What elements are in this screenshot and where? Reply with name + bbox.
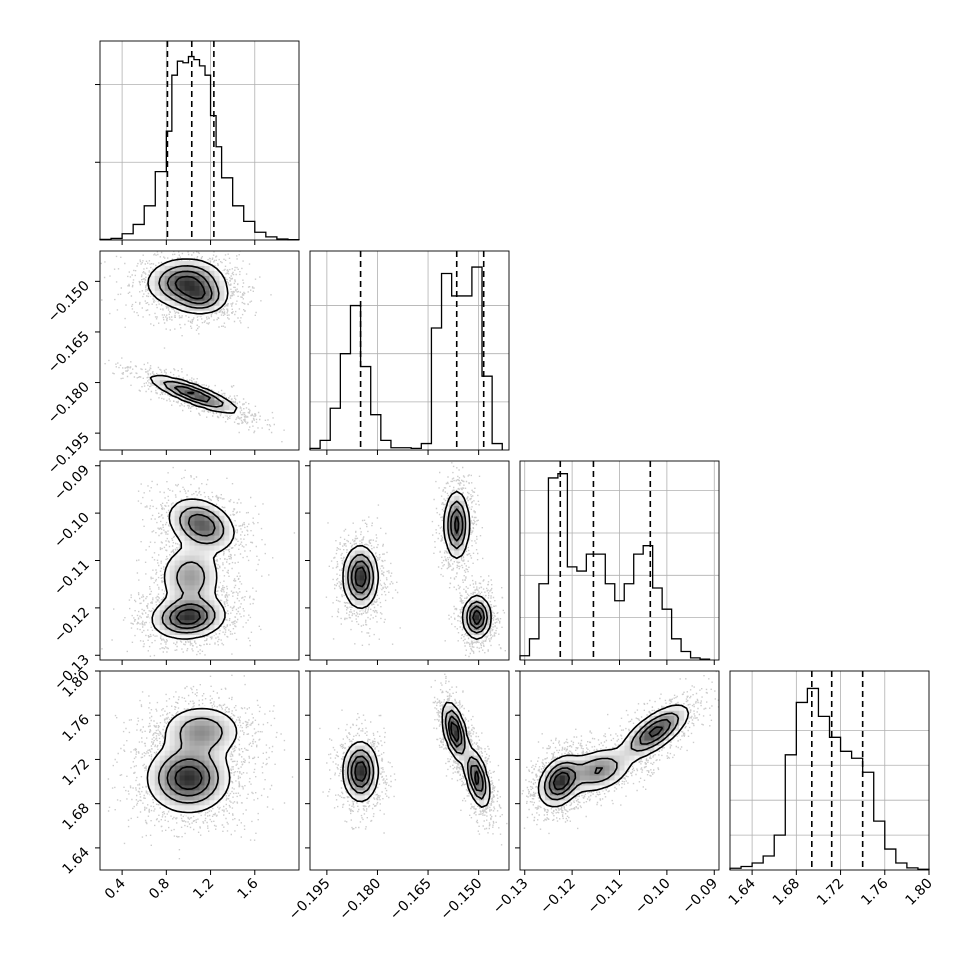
xtick-label-3-4: 1.80 — [902, 876, 935, 909]
histogram-panel-0 — [100, 41, 299, 240]
contour-level-1 — [157, 717, 223, 804]
joint-panel-0-1 — [99, 250, 300, 451]
contour-level-2 — [166, 270, 213, 403]
xtick-label-0-2: 1.2 — [190, 876, 217, 903]
contour-level-0 — [151, 498, 235, 640]
joint-panel-0-3 — [99, 670, 300, 871]
joint-panel-1-2 — [309, 460, 510, 661]
histogram-frame-0 — [99, 40, 300, 241]
contour-level-1 — [158, 265, 224, 408]
joint-panel-1-3 — [309, 670, 510, 871]
joint-content — [325, 462, 506, 660]
contour-level-0 — [537, 704, 690, 808]
histogram-panel-3 — [730, 671, 929, 870]
xtick-label-3-0: 1.64 — [726, 875, 759, 908]
marginal-histogram-2 — [519, 460, 720, 661]
joint-panel-2-3 — [519, 670, 720, 871]
contour-level-1 — [161, 506, 225, 634]
xtick-label-0-1: 0.8 — [146, 876, 173, 903]
marginal-histogram-3 — [729, 670, 930, 871]
ytick-label-2-2: −0.11 — [51, 557, 93, 599]
contour-level-1 — [543, 712, 680, 801]
contour-level-0 — [342, 701, 491, 808]
xtick-label-0-0: 0.4 — [102, 875, 129, 902]
joint-content — [100, 251, 285, 443]
contour-level-3 — [354, 721, 480, 785]
contour-level-0 — [146, 707, 238, 814]
joint-content — [319, 673, 508, 846]
histogram-steps-0 — [99, 55, 300, 241]
joint-content — [521, 671, 719, 835]
joint-panel-0-2 — [99, 460, 300, 661]
contour-level-2 — [169, 513, 216, 630]
xtick-label-2-0: −0.13 — [490, 876, 532, 918]
histogram-steps-1 — [309, 266, 503, 450]
xtick-label-2-2: −0.11 — [585, 876, 627, 918]
xtick-label-2-4: −0.09 — [679, 876, 721, 918]
xtick-label-2-3: −0.10 — [632, 876, 674, 918]
marginal-histogram-1 — [309, 250, 510, 451]
xtick-label-1-0: −0.195 — [286, 876, 334, 924]
ytick-label-1-2: −0.165 — [45, 328, 93, 376]
ytick-label-3-2: 1.72 — [59, 756, 92, 789]
joint-frame — [309, 670, 510, 871]
xtick-label-3-1: 1.68 — [770, 876, 803, 909]
histogram-steps-2 — [519, 473, 711, 660]
contour-level-1 — [347, 500, 488, 634]
contour-level-1 — [347, 709, 487, 800]
ytick-label-3-0: 1.64 — [59, 844, 92, 877]
joint-frame — [99, 670, 300, 871]
contour-level-2 — [350, 508, 485, 630]
xtick-label-2-1: −0.12 — [537, 876, 579, 918]
ytick-label-3-1: 1.68 — [59, 800, 92, 833]
contour-level-0 — [342, 490, 492, 640]
joint-content — [101, 466, 296, 657]
xtick-label-1-1: −0.180 — [336, 876, 384, 924]
contour-level-2 — [548, 718, 672, 796]
xtick-label-3-2: 1.72 — [814, 876, 847, 909]
joint-frame — [99, 250, 300, 451]
histogram-frame-1 — [309, 250, 510, 451]
xtick-label-3-3: 1.76 — [858, 875, 891, 908]
contour-level-3 — [175, 608, 201, 625]
contour-level-3 — [552, 726, 663, 791]
ytick-label-2-3: −0.10 — [51, 510, 93, 552]
xtick-label-0-3: 1.6 — [235, 875, 262, 902]
histogram-steps-3 — [729, 687, 930, 870]
contour-level-2 — [166, 758, 211, 797]
marginal-histogram-0 — [95, 40, 300, 241]
joint-content — [107, 674, 294, 860]
contour-level-2 — [350, 715, 484, 792]
histogram-panel-1 — [310, 251, 509, 450]
contour-level-3 — [354, 516, 483, 625]
xtick-label-1-3: −0.150 — [438, 876, 486, 924]
contour-level-3 — [174, 766, 203, 790]
ytick-label-2-1: −0.12 — [51, 604, 93, 646]
histogram-frame-3 — [729, 670, 930, 871]
ytick-label-1-3: −0.150 — [45, 278, 93, 326]
ytick-label-1-1: −0.180 — [45, 379, 93, 427]
ytick-label-3-3: 1.76 — [59, 712, 92, 745]
density-cells — [149, 500, 235, 641]
contour-level-0 — [147, 258, 238, 414]
contour-level-3 — [174, 275, 206, 395]
density-cells — [144, 705, 240, 816]
xtick-label-1-2: −0.165 — [387, 876, 435, 924]
